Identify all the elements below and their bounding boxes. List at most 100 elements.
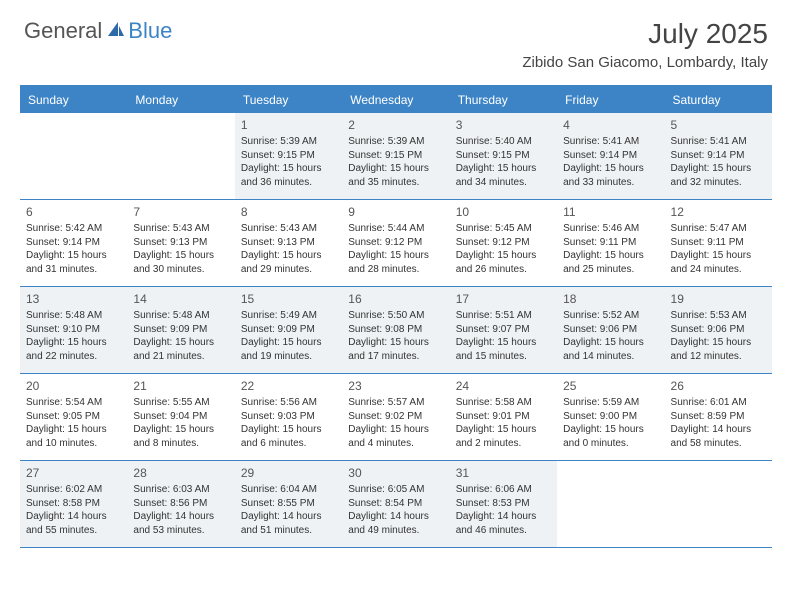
day-number: 27: [26, 465, 121, 481]
daylight-text: Daylight: 15 hours and 21 minutes.: [133, 336, 228, 363]
day-cell: 17 Sunrise: 5:51 AMSunset: 9:07 PMDayligh…: [450, 287, 557, 373]
day-number: 23: [348, 378, 443, 394]
day-cell: 26Sunrise: 6:01 AMSunset: 8:59 PMDayligh…: [665, 374, 772, 460]
sunrise-text: Sunrise: 5:46 AM: [563, 222, 658, 236]
day-number: 8: [241, 204, 336, 220]
sunset-text: Sunset: 9:10 PM: [26, 323, 121, 337]
day-cell: 8Sunrise: 5:43 AMSunset: 9:13 PMDaylight…: [235, 200, 342, 286]
weeks-container: 1Sunrise: 5:39 AMSunset: 9:15 PMDaylight…: [20, 113, 772, 548]
sunset-text: Sunset: 9:04 PM: [133, 410, 228, 424]
day-number: 12: [671, 204, 766, 220]
daylight-text: Daylight: 15 hours and 26 minutes.: [456, 249, 551, 276]
day-number: 30: [348, 465, 443, 481]
day-number: 20: [26, 378, 121, 394]
sunrise-text: Sunrise: 5:51 AM: [456, 309, 551, 323]
sunrise-text: Sunrise: 6:01 AM: [671, 396, 766, 410]
daylight-text: Daylight: 15 hours and 19 minutes.: [241, 336, 336, 363]
day-cell: 29Sunrise: 6:04 AMSunset: 8:55 PMDayligh…: [235, 461, 342, 547]
day-cell: 3Sunrise: 5:40 AMSunset: 9:15 PMDaylight…: [450, 113, 557, 199]
daylight-text: Daylight: 15 hours and 12 minutes.: [671, 336, 766, 363]
sunrise-text: Sunrise: 5:58 AM: [456, 396, 551, 410]
week-row: 13 Sunrise: 5:48 AMSunset: 9:10 PM Dayligh…: [20, 287, 772, 374]
day-number: 9: [348, 204, 443, 220]
day-cell: 4Sunrise: 5:41 AMSunset: 9:14 PMDaylight…: [557, 113, 664, 199]
daylight-text: Daylight: 15 hours and 4 minutes.: [348, 423, 443, 450]
sunrise-text: Sunrise: 5:54 AM: [26, 396, 121, 410]
month-title: July 2025: [522, 18, 768, 50]
sunset-text: Sunset: 9:03 PM: [241, 410, 336, 424]
day-cell: 28Sunrise: 6:03 AMSunset: 8:56 PMDayligh…: [127, 461, 234, 547]
day-header-cell: Friday: [557, 87, 664, 113]
sunrise-text: Sunrise: 5:39 AM: [348, 135, 443, 149]
week-row: 27Sunrise: 6:02 AMSunset: 8:58 PMDayligh…: [20, 461, 772, 548]
sunset-text: Sunset: 8:54 PM: [348, 497, 443, 511]
day-header-cell: Saturday: [665, 87, 772, 113]
location-label: Zibido San Giacomo, Lombardy, Italy: [522, 54, 768, 71]
daylight-text: Daylight: 15 hours and 15 minutes.: [456, 336, 551, 363]
day-number: 22: [241, 378, 336, 394]
day-number: 14: [133, 291, 228, 307]
day-header-cell: Tuesday: [235, 87, 342, 113]
sunset-text: Sunset: 9:14 PM: [563, 149, 658, 163]
sunrise-text: Sunrise: 6:02 AM: [26, 483, 121, 497]
day-number: 25: [563, 378, 658, 394]
daylight-text: Daylight: 15 hours and 34 minutes.: [456, 162, 551, 189]
sunset-text: Sunset: 8:56 PM: [133, 497, 228, 511]
day-number: 5: [671, 117, 766, 133]
day-header-cell: Wednesday: [342, 87, 449, 113]
sunrise-text: Sunrise: 5:43 AM: [133, 222, 228, 236]
day-number: 6: [26, 204, 121, 220]
sunset-text: Sunset: 9:05 PM: [26, 410, 121, 424]
day-cell: 22Sunrise: 5:56 AMSunset: 9:03 PMDayligh…: [235, 374, 342, 460]
daylight-text: Daylight: 14 hours and 53 minutes.: [133, 510, 228, 537]
sunrise-text: Sunrise: 6:03 AM: [133, 483, 228, 497]
sunrise-text: Sunrise: 5:50 AM: [348, 309, 443, 323]
week-row: 1Sunrise: 5:39 AMSunset: 9:15 PMDaylight…: [20, 113, 772, 200]
week-row: 6Sunrise: 5:42 AMSunset: 9:14 PMDaylight…: [20, 200, 772, 287]
title-block: July 2025 Zibido San Giacomo, Lombardy, …: [522, 18, 768, 71]
daylight-text: Daylight: 15 hours and 31 minutes.: [26, 249, 121, 276]
day-number: 11: [563, 204, 658, 220]
day-number: 24: [456, 378, 551, 394]
day-number: 10: [456, 204, 551, 220]
sunrise-text: Sunrise: 5:57 AM: [348, 396, 443, 410]
sunset-text: Sunset: 9:09 PM: [241, 323, 336, 337]
sunset-text: Sunset: 9:13 PM: [241, 236, 336, 250]
day-number: 7: [133, 204, 228, 220]
calendar: SundayMondayTuesdayWednesdayThursdayFrid…: [20, 85, 772, 548]
sunrise-text: Sunrise: 5:41 AM: [671, 135, 766, 149]
day-cell: 20Sunrise: 5:54 AMSunset: 9:05 PMDayligh…: [20, 374, 127, 460]
day-cell: 24 Sunrise: 5:58 AMSunset: 9:01 PMDayligh…: [450, 374, 557, 460]
day-header-row: SundayMondayTuesdayWednesdayThursdayFrid…: [20, 87, 772, 113]
sunset-text: Sunset: 8:55 PM: [241, 497, 336, 511]
sunrise-text: Sunrise: 6:05 AM: [348, 483, 443, 497]
sunrise-text: Sunrise: 5:56 AM: [241, 396, 336, 410]
day-number: 13: [26, 291, 121, 307]
sunset-text: Sunset: 9:07 PM: [456, 323, 551, 337]
day-cell: 2Sunrise: 5:39 AMSunset: 9:15 PMDaylight…: [342, 113, 449, 199]
sunset-text: Sunset: 9:15 PM: [348, 149, 443, 163]
sunset-text: Sunset: 9:01 PM: [456, 410, 551, 424]
daylight-text: Daylight: 15 hours and 2 minutes.: [456, 423, 551, 450]
sunset-text: Sunset: 9:11 PM: [671, 236, 766, 250]
sunrise-text: Sunrise: 5:48 AM: [26, 309, 121, 323]
sunrise-text: Sunrise: 5:47 AM: [671, 222, 766, 236]
sunset-text: Sunset: 9:08 PM: [348, 323, 443, 337]
day-number: 31: [456, 465, 551, 481]
day-cell: 16Sunrise: 5:50 AMSunset: 9:08 PMDayligh…: [342, 287, 449, 373]
day-number: 17: [456, 291, 551, 307]
sunrise-text: Sunrise: 5:41 AM: [563, 135, 658, 149]
sunset-text: Sunset: 9:15 PM: [456, 149, 551, 163]
day-header-cell: Thursday: [450, 87, 557, 113]
daylight-text: Daylight: 15 hours and 8 minutes.: [133, 423, 228, 450]
daylight-text: Daylight: 14 hours and 51 minutes.: [241, 510, 336, 537]
empty-cell: [127, 113, 234, 199]
sunset-text: Sunset: 9:14 PM: [671, 149, 766, 163]
sunrise-text: Sunrise: 5:49 AM: [241, 309, 336, 323]
day-header-cell: Monday: [127, 87, 234, 113]
sunset-text: Sunset: 9:12 PM: [456, 236, 551, 250]
day-cell: 1Sunrise: 5:39 AMSunset: 9:15 PMDaylight…: [235, 113, 342, 199]
sunrise-text: Sunrise: 5:59 AM: [563, 396, 658, 410]
sunset-text: Sunset: 9:09 PM: [133, 323, 228, 337]
day-cell: 18Sunrise: 5:52 AMSunset: 9:06 PMDayligh…: [557, 287, 664, 373]
